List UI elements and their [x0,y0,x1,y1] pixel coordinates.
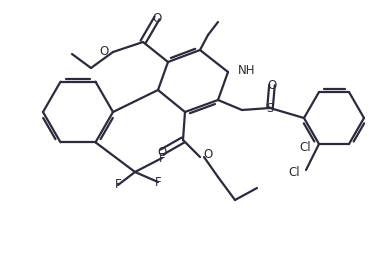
Text: Cl: Cl [288,166,300,179]
Text: O: O [267,79,277,92]
Text: O: O [100,44,109,57]
Text: F: F [115,179,121,192]
Text: F: F [159,152,165,165]
Text: Cl: Cl [300,141,311,154]
Text: S: S [266,101,274,114]
Text: NH: NH [238,63,256,76]
Text: O: O [203,148,212,161]
Text: O: O [158,146,166,159]
Text: O: O [152,11,162,24]
Text: F: F [155,176,161,188]
